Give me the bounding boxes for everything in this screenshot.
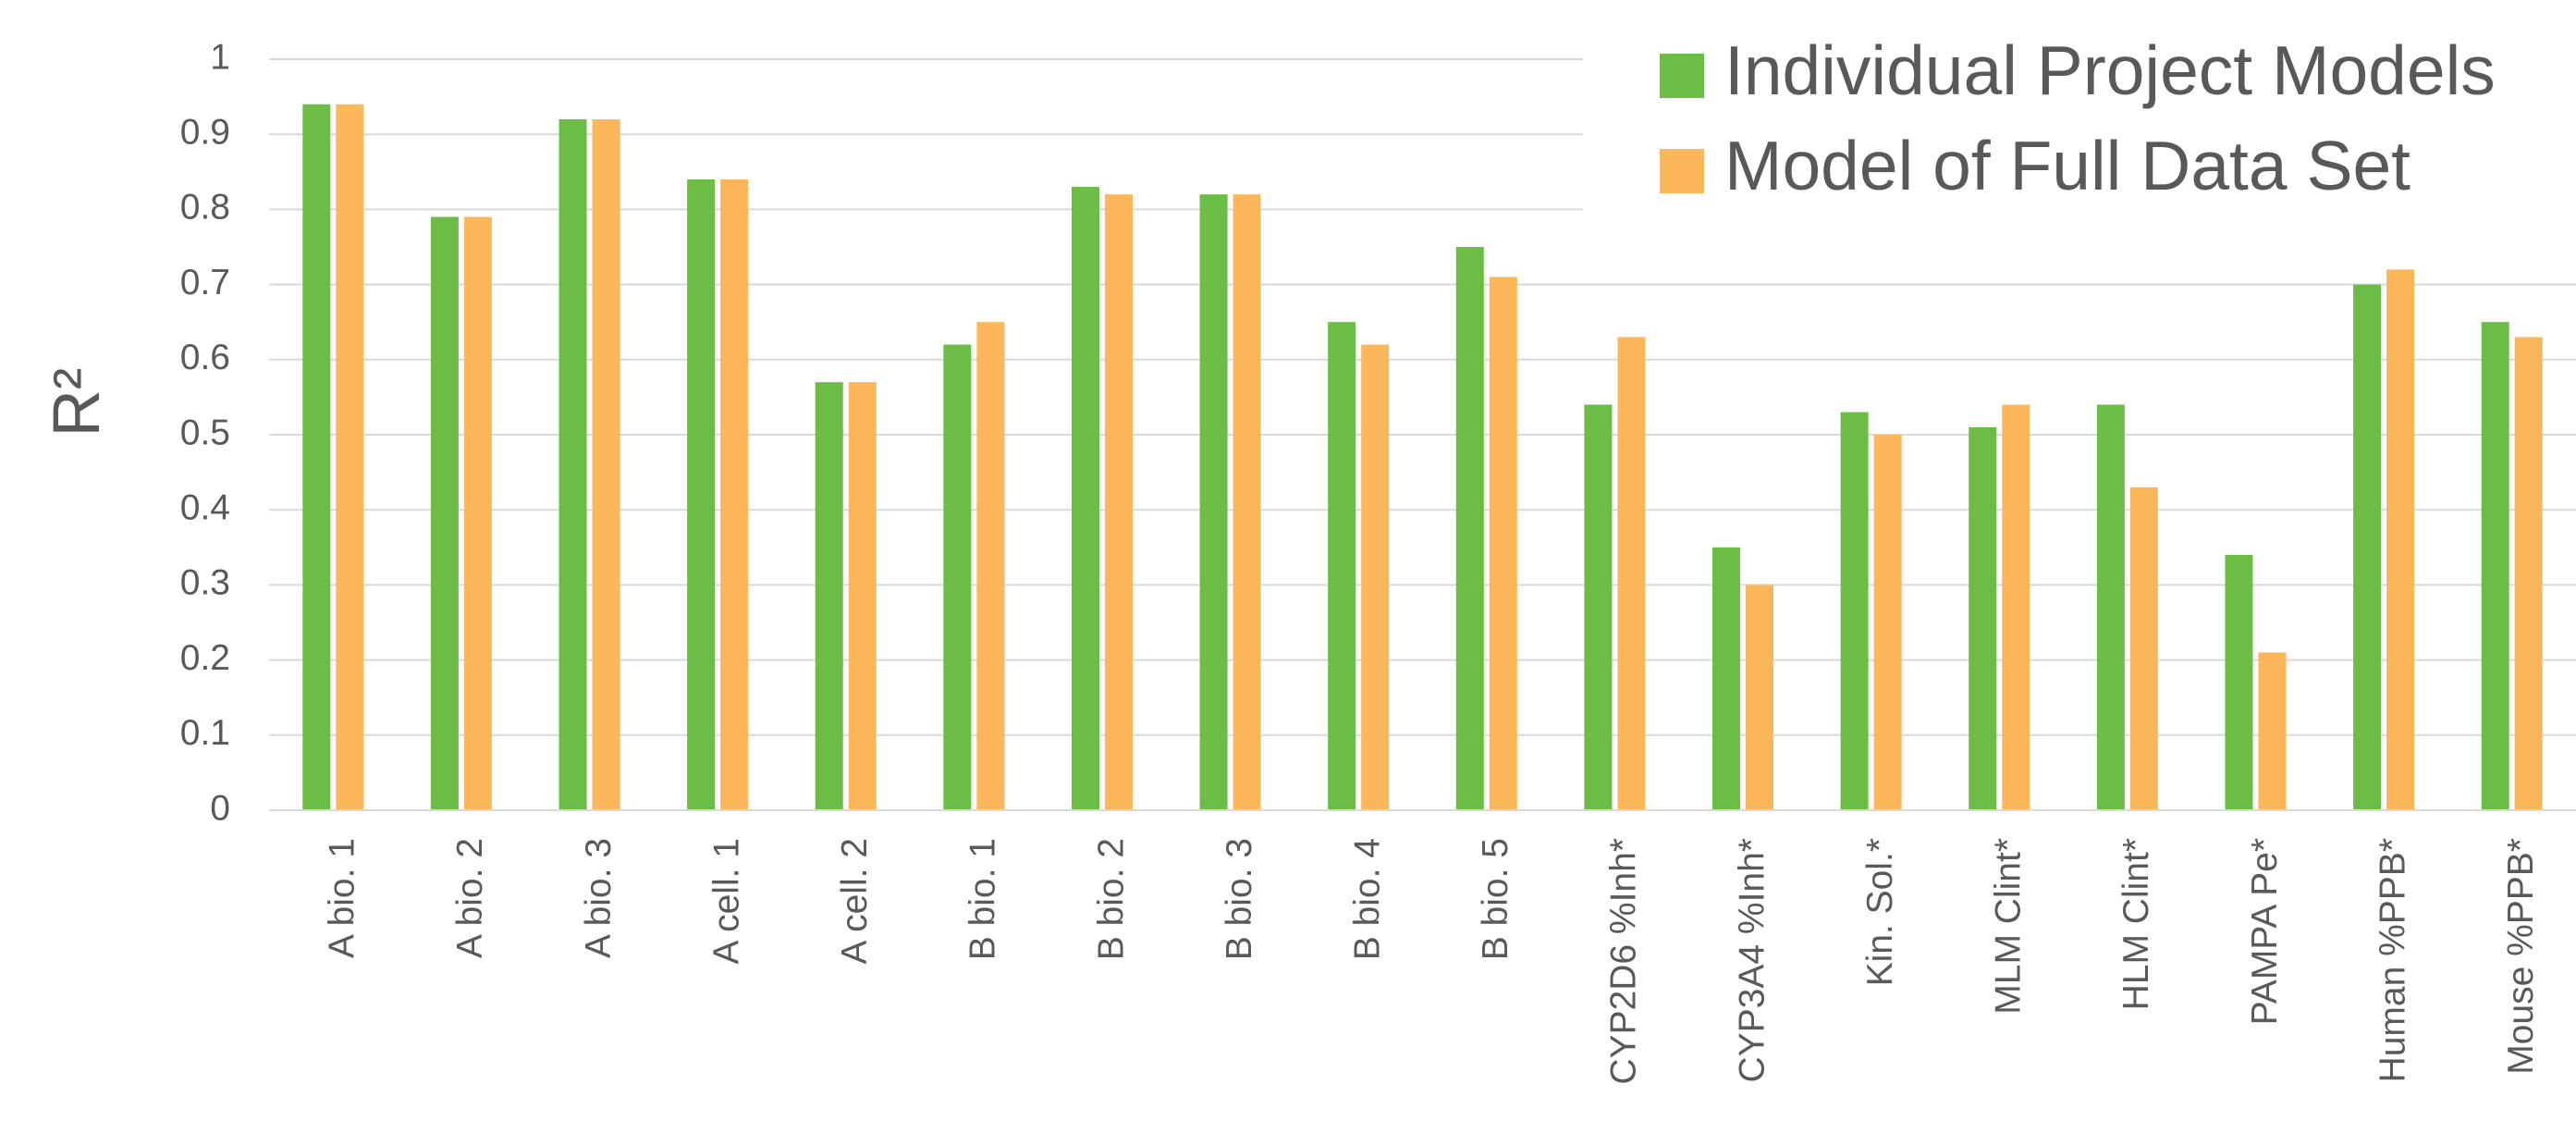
y-tick-label: 0.7	[180, 263, 230, 302]
bar	[1361, 344, 1390, 810]
y-tick-label: 0.1	[180, 713, 230, 753]
y-tick-label: 0.4	[180, 487, 230, 527]
bar	[1489, 277, 1517, 811]
x-tick-label: A cell. 1	[706, 838, 746, 965]
bar	[1617, 337, 1646, 810]
bar	[1840, 412, 1869, 810]
bar	[1071, 187, 1099, 811]
legend-label: Individual Project Models	[1724, 31, 2496, 109]
bar	[1328, 322, 1356, 810]
x-tick-label: B bio. 1	[963, 838, 1003, 960]
x-tick-label: Human %PPB*	[2373, 838, 2412, 1082]
x-tick-label: Kin. Sol.*	[1860, 838, 1900, 986]
x-tick-label: B bio. 5	[1476, 838, 1515, 960]
legend-background	[1583, 18, 2576, 213]
legend-label: Model of Full Data Set	[1724, 127, 2410, 204]
bar	[336, 104, 364, 811]
bar	[1584, 404, 1613, 810]
bar	[976, 322, 1005, 810]
bar	[1969, 426, 1997, 810]
x-tick-label: MLM Clint*	[1989, 838, 2029, 1015]
x-tick-label: B bio. 2	[1091, 838, 1131, 960]
bar	[302, 104, 331, 811]
x-tick-label: B bio. 4	[1347, 838, 1387, 960]
bar	[687, 179, 716, 811]
y-axis-label: R²	[41, 368, 114, 437]
y-tick-label: 0.8	[180, 188, 230, 228]
bar	[558, 118, 587, 810]
bar	[2258, 652, 2287, 810]
x-tick-label: CYP2D6 %Inh*	[1604, 838, 1644, 1085]
bar	[2481, 322, 2509, 810]
bar	[2514, 337, 2543, 810]
bar	[1873, 435, 1902, 810]
bar	[2353, 284, 2382, 811]
x-tick-label: Mouse %PPB*	[2501, 838, 2541, 1075]
y-tick-label: 0.3	[180, 563, 230, 603]
bar	[463, 216, 492, 810]
bar	[848, 382, 877, 810]
bar	[592, 118, 620, 810]
legend-swatch	[1660, 54, 1704, 98]
bar	[815, 382, 843, 810]
bar	[1233, 194, 1261, 810]
x-tick-label: A cell. 2	[835, 838, 875, 965]
bar	[1455, 247, 1484, 810]
x-tick-label: A bio. 1	[323, 838, 362, 958]
bar	[1746, 585, 1774, 810]
x-tick-label: A bio. 2	[450, 838, 490, 958]
bar	[943, 344, 972, 810]
y-tick-label: 0.6	[180, 338, 230, 377]
bar	[2225, 554, 2253, 810]
bar	[2002, 404, 2030, 810]
y-tick-label: 0.2	[180, 638, 230, 678]
y-tick-label: 0.9	[180, 112, 230, 152]
y-tick-label: 1	[210, 37, 230, 77]
legend-swatch	[1660, 149, 1704, 193]
bar	[1712, 547, 1741, 810]
bar	[1199, 194, 1228, 810]
bar	[720, 179, 749, 811]
y-tick-label: 0.5	[180, 413, 230, 452]
bar	[1104, 194, 1133, 810]
bar	[2129, 486, 2158, 810]
y-tick-label: 0	[210, 788, 230, 828]
bar	[2386, 269, 2415, 810]
bar	[2096, 404, 2125, 810]
bar	[430, 216, 459, 810]
x-tick-label: B bio. 3	[1220, 838, 1259, 960]
x-tick-label: CYP3A4 %Inh*	[1732, 838, 1772, 1083]
x-tick-label: PAMPA Pe*	[2245, 838, 2285, 1025]
x-tick-label: HLM Clint*	[2116, 838, 2156, 1010]
x-tick-label: A bio. 3	[579, 838, 619, 958]
